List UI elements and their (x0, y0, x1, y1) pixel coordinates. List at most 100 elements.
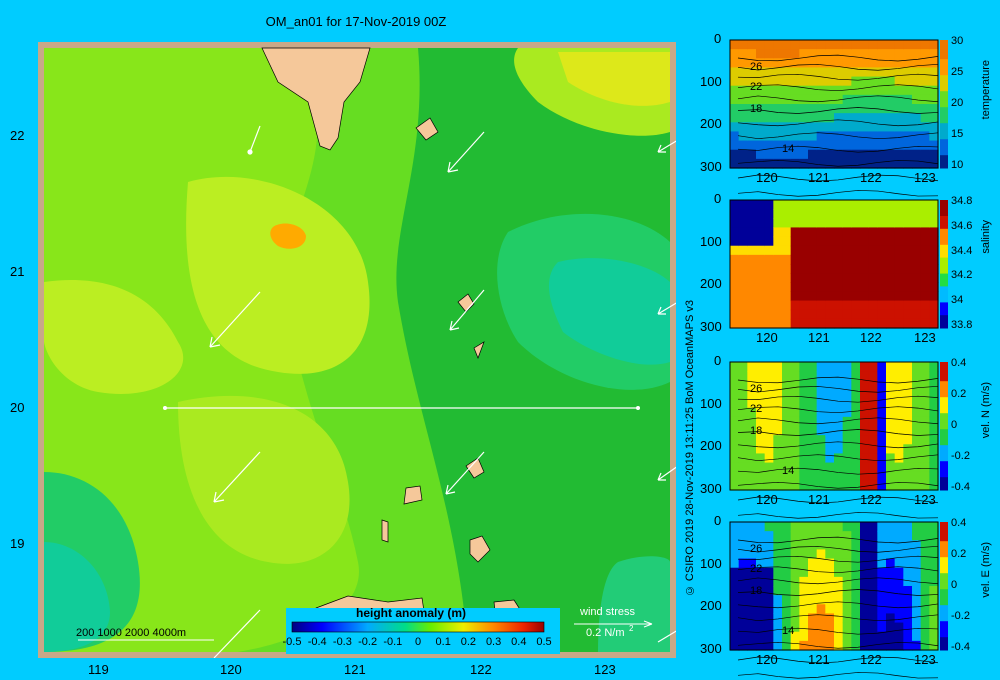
panel-colorbar-tick: 30 (951, 35, 964, 47)
panel-cell (868, 291, 878, 302)
panel-cell (868, 435, 878, 445)
panel-cell (860, 604, 870, 615)
panel-cell (877, 416, 887, 427)
panel-cell (782, 227, 792, 238)
section-line (163, 406, 640, 410)
panel-cell (730, 407, 740, 418)
panel-cell (747, 362, 757, 372)
panel-cell (799, 595, 809, 605)
panel-cell (920, 622, 930, 633)
panel-cell (816, 444, 826, 455)
panel-colorbar-cell (940, 94, 948, 99)
panel-cell (894, 622, 904, 633)
colorbar-title: height anomaly (m) (356, 606, 466, 620)
panel-cell (842, 67, 852, 78)
panel-cell (738, 309, 748, 320)
panel-cell (868, 604, 878, 615)
panel-cell (773, 227, 783, 238)
panel-cell (920, 371, 930, 381)
panel-cell (868, 622, 878, 633)
contour-label: 22 (750, 403, 762, 415)
panel-cell (842, 94, 852, 105)
panel-cell (738, 567, 748, 578)
panel-cell (756, 227, 766, 238)
panel-colorbar-cell (940, 528, 948, 533)
panel-cell (756, 567, 766, 578)
panel-cell (773, 462, 783, 473)
panel-cell (730, 522, 740, 532)
panel-colorbar-cell (940, 589, 948, 593)
panel-cell (816, 264, 826, 274)
panel-cell (894, 640, 904, 651)
panel-cell (851, 49, 861, 59)
panel-cell (816, 318, 826, 329)
panel-cell (894, 58, 904, 69)
panel-cell (834, 595, 844, 605)
panel-cell (764, 218, 774, 229)
panel-cell (782, 371, 792, 381)
panel-cell (886, 209, 896, 219)
panel-cell (842, 227, 852, 238)
panel-cell (825, 76, 835, 87)
panel-cell (790, 480, 800, 491)
panel-cell (773, 245, 783, 256)
panel-lon-tick: 123 (914, 330, 936, 345)
panel-cell (764, 471, 774, 482)
panel-cell (903, 407, 913, 418)
panel-colorbar-cell (940, 235, 948, 239)
panel-cell (868, 362, 878, 372)
panel-cell (747, 49, 757, 59)
panel-cell (886, 49, 896, 59)
panel-cell (747, 558, 757, 569)
panel-cell (808, 227, 818, 238)
panel-cell (903, 318, 913, 329)
panel-cell (782, 604, 792, 615)
panel-cell (825, 435, 835, 445)
panel-cell (860, 416, 870, 427)
panel-colorbar-cell (940, 216, 948, 220)
panel-cell (756, 613, 766, 624)
panel-cell (756, 426, 766, 436)
panel-colorbar-tick: 34.6 (951, 219, 973, 232)
panel-cell (747, 254, 757, 265)
panel-colorbar-cell (940, 241, 948, 246)
panel-cell (808, 371, 818, 381)
panel-colorbar-cell (940, 129, 948, 134)
panel-cell (773, 218, 783, 229)
panel-cell (929, 522, 939, 532)
panel-depth-tick: 300 (700, 641, 722, 656)
panel-cell (773, 264, 783, 274)
panel-cell (903, 595, 913, 605)
panel-cell (894, 273, 904, 283)
panel-colorbar-cell (940, 152, 948, 156)
panel-cell (808, 254, 818, 265)
panel-lon-tick: 123 (914, 492, 936, 507)
panel-colorbar-cell (940, 611, 948, 616)
panel-cell (808, 245, 818, 256)
panel-cell (747, 113, 757, 123)
panel-cell (756, 380, 766, 391)
panel-cell (842, 76, 852, 87)
panel-cell (790, 85, 800, 96)
panel-cell (868, 236, 878, 247)
panel-cell (842, 567, 852, 578)
panel-cell (877, 300, 887, 311)
height-colorbar: height anomaly (m) -0.5 -0.4 -0.3 -0.2 -0.1 0… (283, 606, 560, 654)
panel-cell (860, 140, 870, 151)
panel-colorbar-cell (940, 244, 948, 249)
panel-frame (729, 39, 939, 169)
panel-cell (860, 309, 870, 320)
panel-cell (808, 471, 818, 482)
panel-cell (808, 218, 818, 229)
panel-cell (747, 471, 757, 482)
panel-cell (730, 576, 740, 587)
panel-cell (894, 540, 904, 551)
contour-line (737, 496, 939, 504)
panel-colorbar-cell (940, 406, 948, 411)
panel-cell (799, 94, 809, 105)
panel-cell (738, 595, 748, 605)
contour-line (737, 545, 939, 553)
panel-cell (868, 309, 878, 320)
panel-cell (894, 576, 904, 587)
